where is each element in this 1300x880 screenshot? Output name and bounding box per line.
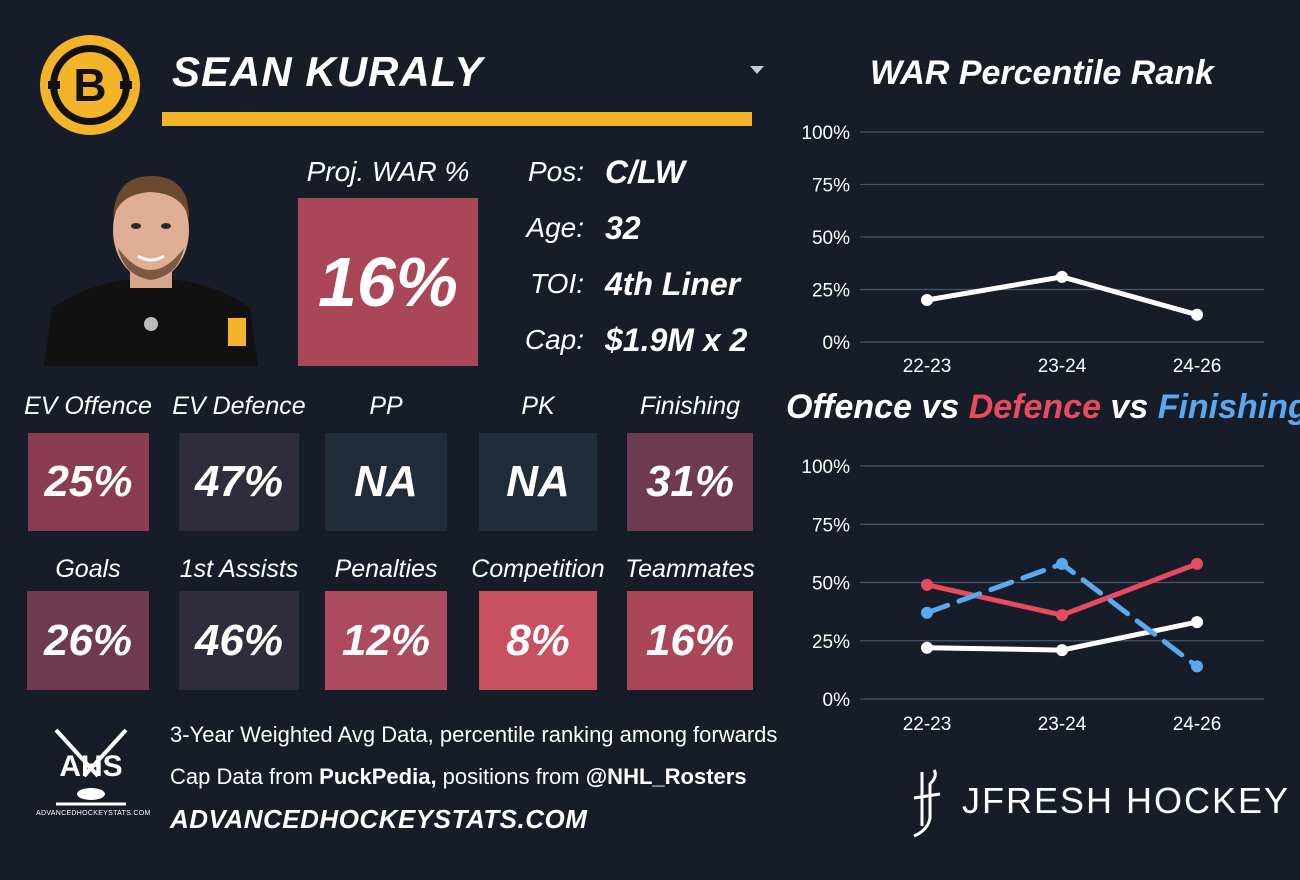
info-pos-label: Pos:: [527, 156, 584, 187]
ovd-title-defence: Defence: [968, 388, 1101, 426]
footer-source-puckpedia: PuckPedia,: [319, 764, 437, 789]
stat-pp-label: PP: [369, 392, 403, 420]
c1-y-tick-label: 75%: [812, 176, 850, 197]
c2-series-line-defence: [924, 561, 1200, 618]
c1-point-war: [1056, 270, 1068, 283]
stat-goals-box: 26%: [27, 591, 149, 690]
c2-y-tick-label: 100%: [801, 457, 850, 478]
stat-competition-box: 8%: [479, 591, 597, 690]
stat-competition-label: Competition: [471, 555, 605, 583]
info-cap-label: Cap:: [524, 324, 584, 355]
stat-ev-defence-box: 47%: [179, 433, 299, 531]
stat-first-assists-label: 1st Assists: [179, 555, 299, 583]
footer-site-url: ADVANCEDHOCKEYSTATS.COM: [170, 804, 588, 834]
c2-point-defence: [921, 578, 933, 591]
c2-point-defence: [1056, 609, 1068, 622]
player-dropdown-chevron-icon[interactable]: [750, 66, 764, 74]
c2-point-finishing: [921, 606, 933, 619]
stat-ev-offence-label: EV Offence: [24, 392, 152, 420]
ahs-logo: AHS: [36, 724, 146, 820]
ovd-title-offence: Offence: [786, 388, 912, 426]
c2-x-tick-label: 22-23: [903, 714, 952, 735]
info-cap-value: $1.9M x 2: [605, 322, 748, 358]
proj-war-value: 16%: [298, 198, 478, 366]
c2-x-tick-label: 24-26: [1173, 714, 1222, 735]
c1-y-tick-label: 100%: [801, 123, 850, 144]
player-name: SEAN KURALY: [172, 48, 484, 95]
stat-first-assists-box: 46%: [179, 591, 299, 690]
footer-sources-prefix: Cap Data from: [170, 764, 320, 789]
c2-point-offence: [1056, 644, 1068, 657]
c2-y-tick-label: 0%: [823, 690, 851, 711]
ovd-title-finishing: Finishing: [1157, 388, 1300, 426]
stat-pp-box: NA: [325, 433, 447, 531]
team-logo: B: [38, 33, 142, 137]
offence-defence-finishing-chart: 0% 25% 50% 75% 100% 22-23 23-24 24-26: [801, 457, 1264, 735]
c1-y-tick-label: 50%: [812, 228, 850, 249]
c1-x-tick-label: 23-24: [1038, 356, 1087, 377]
stat-teammates-box: 16%: [627, 591, 753, 690]
ovd-chart-title: Offence vs Defence vs Finishing: [786, 388, 1300, 427]
stat-finishing-label: Finishing: [639, 392, 741, 420]
c1-y-tick-label: 0%: [823, 333, 851, 354]
team-logo-letter: B: [73, 59, 106, 111]
stat-pk-label: PK: [521, 392, 555, 420]
stat-finishing-box: 31%: [627, 433, 753, 531]
c1-x-tick-label: 22-23: [903, 356, 952, 377]
stat-penalties-label: Penalties: [334, 555, 438, 583]
c2-y-tick-label: 25%: [812, 632, 850, 653]
info-age-value: 32: [605, 210, 641, 246]
ahs-logo-caption: ADVANCEDHOCKEYSTATS.COM: [36, 810, 151, 817]
stat-goals-label: Goals: [55, 555, 121, 583]
c2-y-tick-label: 50%: [812, 574, 850, 595]
info-pos-value: C/LW: [605, 154, 685, 190]
c1-point-war: [921, 294, 933, 306]
c1-x-tick-label: 24-26: [1173, 356, 1222, 377]
footer-sources-mid: positions from: [436, 764, 586, 789]
war-chart-title: WAR Percentile Rank: [870, 54, 1214, 92]
stat-penalties-box: 12%: [325, 591, 447, 690]
stat-ev-defence-label: EV Defence: [172, 392, 306, 420]
stat-teammates-label: Teammates: [625, 555, 755, 583]
info-toi-value: 4th Liner: [605, 266, 741, 302]
c2-point-finishing: [1191, 660, 1203, 673]
c2-point-defence: [1191, 557, 1203, 570]
title-underline: [162, 112, 752, 126]
ahs-logo-text: AHS: [59, 750, 122, 783]
footer-sources: Cap Data from PuckPedia, positions from …: [170, 764, 747, 790]
c1-y-tick-label: 25%: [812, 281, 850, 302]
c2-point-offence: [921, 641, 933, 654]
c2-point-finishing: [1056, 557, 1068, 570]
footer-methodology: 3-Year Weighted Avg Data, percentile ran…: [170, 722, 778, 747]
info-toi-label: TOI:: [530, 268, 584, 299]
player-headshot: [44, 168, 258, 366]
info-age-label: Age:: [526, 212, 584, 243]
footer-source-nhl-rosters: @NHL_Rosters: [585, 764, 747, 789]
ovd-title-vs-1: vs: [911, 388, 969, 426]
war-percentile-chart: 0% 25% 50% 75% 100% 22-23 23-24 24-26: [801, 123, 1264, 377]
ovd-title-vs-2: vs: [1100, 388, 1158, 426]
c1-point-war: [1191, 308, 1203, 321]
stat-ev-offence-box: 25%: [28, 433, 149, 531]
proj-war-label: Proj. WAR %: [306, 156, 470, 187]
c2-point-offence: [1191, 616, 1203, 629]
stat-pk-box: NA: [479, 433, 597, 531]
jfresh-brand: JFRESH HOCKEY: [962, 780, 1291, 821]
c2-x-tick-label: 23-24: [1038, 714, 1087, 735]
c2-y-tick-label: 75%: [812, 515, 850, 536]
jfresh-logo-icon: [908, 766, 948, 838]
